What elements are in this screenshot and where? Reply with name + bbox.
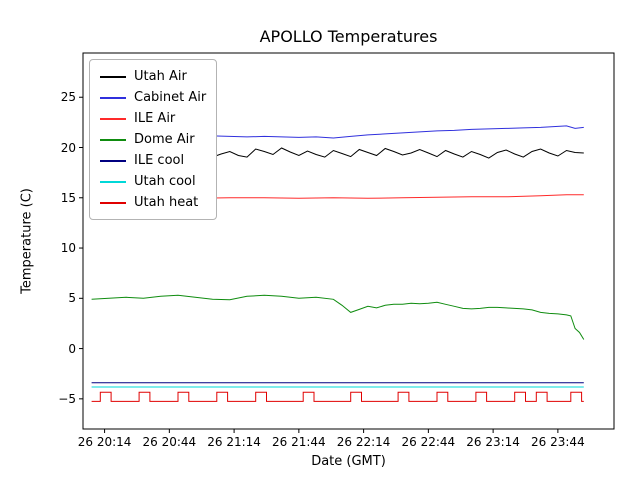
legend-line-sample-utah-air xyxy=(100,75,126,78)
legend-line-sample-cabinet-air xyxy=(100,96,126,99)
chart-title: APOLLO Temperatures xyxy=(259,27,438,46)
series-line-dome-air xyxy=(91,294,585,340)
legend-item-utah-air: Utah Air xyxy=(100,66,206,87)
legend-line-sample-dome-air xyxy=(100,138,126,141)
y-tick-label: −5 xyxy=(58,391,76,406)
legend-line-sample-utah-heat xyxy=(100,201,126,204)
legend-label: Utah heat xyxy=(134,195,199,210)
legend-item-utah-heat: Utah heat xyxy=(100,192,206,213)
x-tick-label: 26 20:44 xyxy=(142,435,197,449)
legend: Utah Air Cabinet Air ILE Air Dome Air IL… xyxy=(89,59,218,220)
y-tick-label: 15 xyxy=(60,190,76,205)
y-tick-label: 25 xyxy=(60,90,76,105)
legend-label: Dome Air xyxy=(134,132,195,147)
x-tick-label: 26 21:44 xyxy=(272,435,326,449)
y-tick-label: 10 xyxy=(60,241,76,256)
y-axis-label: Temperature (C) xyxy=(19,188,35,294)
legend-label: ILE Air xyxy=(134,111,176,126)
x-tick-label: 26 20:14 xyxy=(77,435,132,449)
legend-label: ILE cool xyxy=(134,153,185,168)
legend-item-cabinet-air: Cabinet Air xyxy=(100,87,206,108)
legend-item-utah-cool: Utah cool xyxy=(100,171,206,192)
legend-line-sample-utah-cool xyxy=(100,180,126,183)
legend-label: Utah cool xyxy=(134,174,196,189)
legend-line-sample-ile-air xyxy=(100,117,126,120)
y-tick-label: 5 xyxy=(68,291,76,306)
legend-label: Cabinet Air xyxy=(134,90,207,105)
legend-line-sample-ile-cool xyxy=(100,159,126,162)
x-tick-label: 26 22:44 xyxy=(401,435,456,449)
legend-item-ile-air: ILE Air xyxy=(100,108,206,129)
x-axis-label: Date (GMT) xyxy=(311,454,386,469)
y-tick-label: 0 xyxy=(68,341,76,356)
x-tick-label: 26 21:14 xyxy=(207,435,261,449)
x-tick-label: 26 22:14 xyxy=(336,435,391,449)
x-tick-label: 26 23:44 xyxy=(531,435,585,449)
legend-item-dome-air: Dome Air xyxy=(100,129,206,150)
plot-frame xyxy=(82,52,615,430)
legend-label: Utah Air xyxy=(134,69,187,84)
series-line-utah-heat xyxy=(91,391,584,402)
y-tick-label: 20 xyxy=(60,140,76,155)
x-tick-label: 26 23:14 xyxy=(466,435,520,449)
legend-item-ile-cool: ILE cool xyxy=(100,150,206,171)
